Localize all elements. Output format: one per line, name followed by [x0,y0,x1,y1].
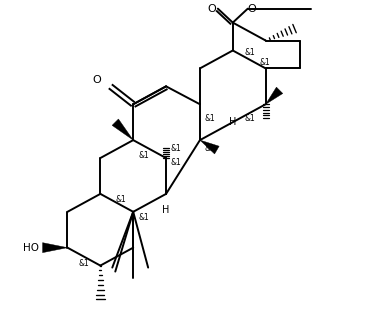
Polygon shape [43,243,68,253]
Text: O: O [207,4,216,14]
Text: HO: HO [23,243,39,253]
Text: &1: &1 [260,58,270,67]
Text: &1: &1 [115,195,126,204]
Text: O: O [247,4,256,14]
Text: &1: &1 [205,114,216,123]
Text: H: H [229,117,236,127]
Text: &1: &1 [245,114,255,123]
Text: &1: &1 [170,144,181,153]
Text: &1: &1 [138,213,149,222]
Text: &1: &1 [138,151,149,160]
Text: &1: &1 [245,48,255,57]
Polygon shape [266,87,283,104]
Text: O: O [92,75,101,86]
Text: &1: &1 [170,158,181,167]
Polygon shape [200,140,219,154]
Polygon shape [112,119,133,140]
Text: H: H [162,205,170,215]
Text: &1: &1 [205,144,216,153]
Text: &1: &1 [79,259,89,268]
